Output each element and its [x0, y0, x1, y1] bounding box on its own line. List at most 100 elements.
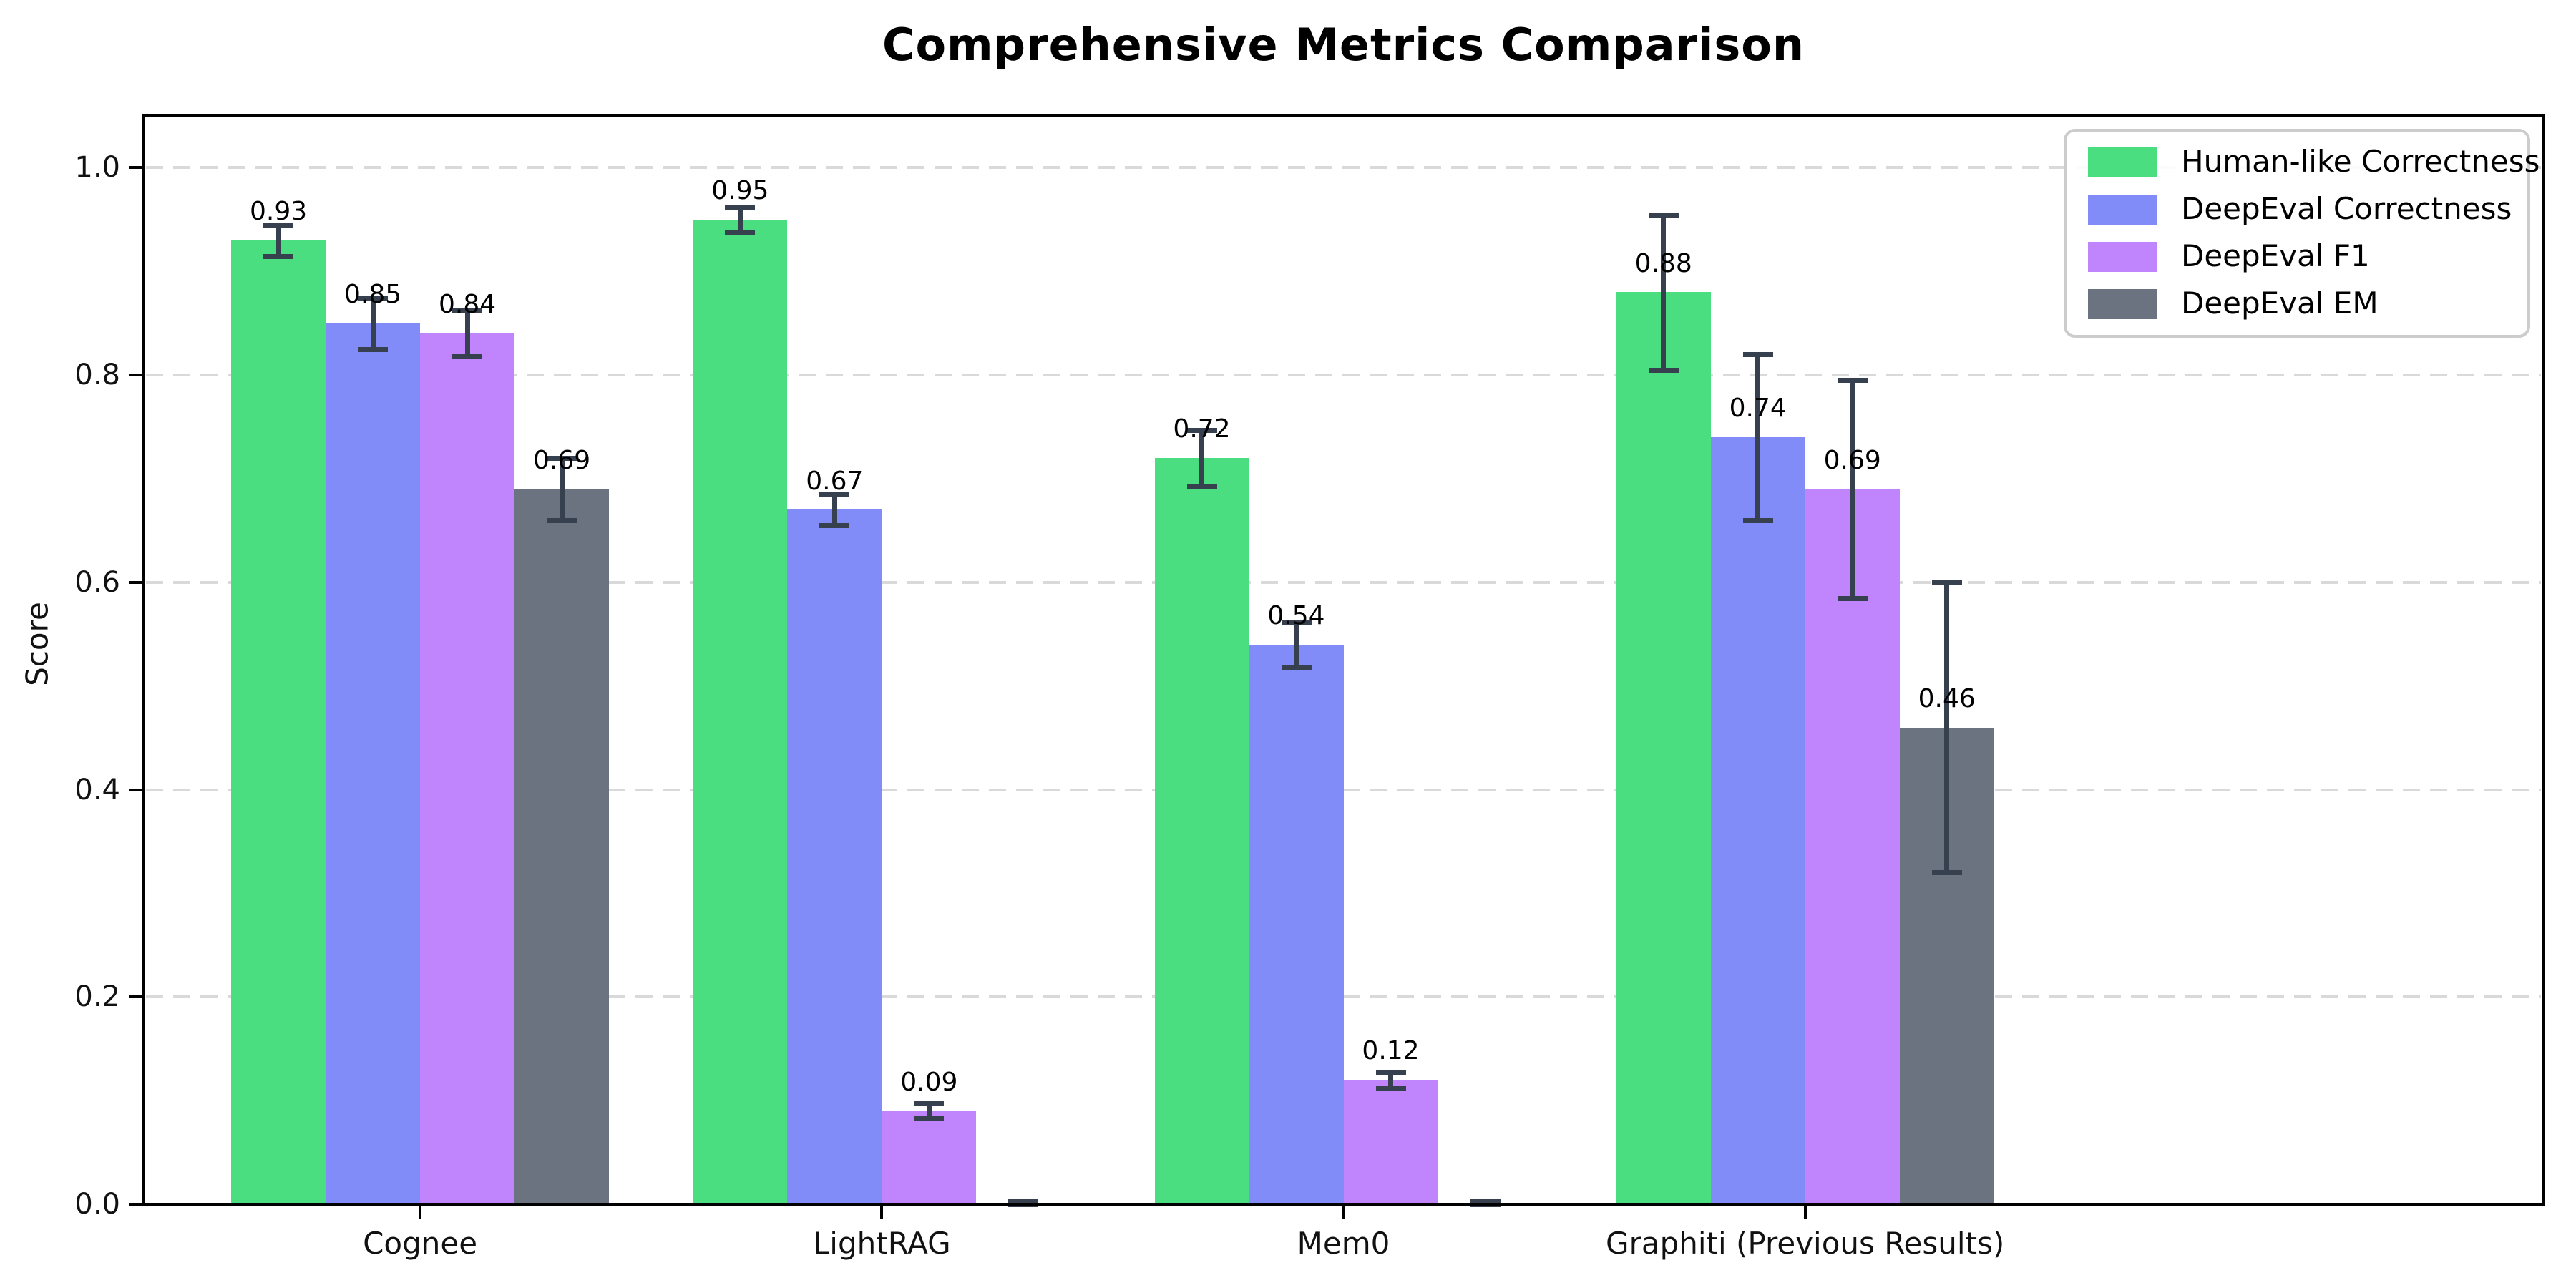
- error-bar-cap-top: [1742, 352, 1773, 358]
- x-tick-label: Cognee: [363, 1226, 478, 1261]
- bar: [1249, 644, 1344, 1204]
- error-bar-line: [1944, 582, 1950, 873]
- bar: [882, 1111, 977, 1204]
- legend-item: DeepEval Correctness: [2067, 187, 2527, 230]
- bar: [693, 219, 788, 1204]
- error-bar-line: [1661, 214, 1667, 370]
- error-bar-cap-top: [819, 492, 850, 497]
- error-bar-line: [275, 225, 281, 256]
- error-bar-cap-bottom: [819, 523, 850, 529]
- error-bar-cap-bottom: [1008, 1202, 1039, 1207]
- x-tick-mark: [419, 1206, 422, 1219]
- bar-value-label: 0.54: [1267, 601, 1325, 631]
- y-tick-label: 0.0: [74, 1188, 120, 1221]
- bar-value-label: 0.72: [1173, 414, 1231, 444]
- error-bar-cap-bottom: [1375, 1085, 1406, 1091]
- error-bar-cap-bottom: [1281, 665, 1312, 670]
- error-bar-cap-top: [1648, 212, 1679, 218]
- y-tick-mark: [129, 580, 143, 584]
- legend-label: DeepEval EM: [2181, 286, 2379, 321]
- error-bar-cap-bottom: [1648, 367, 1679, 373]
- y-tick-label: 0.8: [74, 358, 120, 392]
- bar-value-label: 0.09: [900, 1067, 958, 1097]
- legend-label: DeepEval Correctness: [2181, 191, 2512, 226]
- x-tick-mark: [1803, 1206, 1807, 1219]
- y-tick-mark: [129, 1203, 143, 1206]
- bar: [514, 489, 610, 1204]
- error-bar-line: [1199, 429, 1204, 487]
- bar: [420, 333, 515, 1204]
- gridline: [146, 374, 2541, 377]
- bar-value-label: 0.85: [344, 279, 402, 309]
- x-tick-mark: [1342, 1206, 1345, 1219]
- bar: [1710, 437, 1805, 1204]
- legend-swatch: [2088, 242, 2157, 272]
- bar-value-label: 0.46: [1918, 683, 1976, 713]
- error-bar-cap-bottom: [1931, 870, 1962, 876]
- x-tick-mark: [880, 1206, 884, 1219]
- bar-value-label: 0.12: [1362, 1036, 1420, 1066]
- chart-title: Comprehensive Metrics Comparison: [882, 19, 1805, 71]
- bar-value-label: 0.93: [250, 197, 308, 227]
- error-bar-cap-bottom: [452, 354, 483, 360]
- error-bar-cap-bottom: [263, 253, 294, 259]
- error-bar-line: [370, 297, 376, 349]
- bar: [1154, 458, 1249, 1204]
- error-bar-cap-top: [452, 308, 483, 314]
- legend-label: DeepEval F1: [2181, 238, 2370, 273]
- error-bar-cap-top: [547, 456, 577, 462]
- y-tick-mark: [129, 374, 143, 377]
- gridline: [146, 995, 2541, 999]
- error-bar-line: [1755, 354, 1761, 520]
- bar-value-label: 0.84: [439, 290, 497, 320]
- x-tick-label: Graphiti (Previous Results): [1606, 1226, 2005, 1261]
- error-bar-line: [559, 458, 565, 520]
- bar: [231, 240, 326, 1204]
- bar: [326, 323, 421, 1204]
- bar-value-label: 0.74: [1729, 394, 1787, 424]
- error-bar-cap-top: [358, 295, 389, 301]
- bar: [1616, 292, 1711, 1204]
- bar: [787, 509, 882, 1204]
- y-tick-mark: [129, 995, 143, 999]
- x-tick-label: Mem0: [1297, 1226, 1390, 1261]
- legend-swatch: [2088, 195, 2157, 225]
- bar-value-label: 0.88: [1634, 248, 1692, 278]
- error-bar-cap-top: [725, 205, 756, 210]
- legend-swatch: [2088, 147, 2157, 177]
- y-tick-mark: [129, 788, 143, 791]
- error-bar-line: [831, 494, 837, 526]
- error-bar-cap-bottom: [1470, 1202, 1501, 1207]
- error-bar-cap-bottom: [358, 346, 389, 352]
- error-bar-line: [1294, 621, 1299, 668]
- legend: Human-like Correctness DeepEval Correctne…: [2064, 129, 2540, 338]
- gridline: [146, 580, 2541, 584]
- error-bar-line: [737, 207, 743, 233]
- error-bar-line: [464, 311, 470, 357]
- bar: [1805, 489, 1900, 1204]
- error-bar-cap-bottom: [1837, 595, 1868, 601]
- legend-item: DeepEval EM: [2067, 282, 2527, 325]
- error-bar-cap-top: [1931, 580, 1962, 585]
- y-tick-mark: [129, 166, 143, 170]
- y-tick-label: 0.6: [74, 565, 120, 599]
- bar: [1343, 1080, 1438, 1204]
- legend-swatch: [2088, 289, 2157, 319]
- error-bar-cap-bottom: [725, 230, 756, 235]
- error-bar-line: [1388, 1071, 1393, 1088]
- error-bar-cap-top: [1470, 1199, 1501, 1204]
- bar-value-label: 0.69: [533, 445, 591, 475]
- bar-value-label: 0.95: [711, 176, 769, 206]
- y-axis-label: Score: [19, 602, 55, 686]
- error-bar-cap-top: [1375, 1069, 1406, 1075]
- error-bar-cap-bottom: [914, 1116, 945, 1121]
- bar-value-label: 0.69: [1823, 445, 1881, 475]
- error-bar-cap-top: [1837, 378, 1868, 384]
- gridline: [146, 166, 2541, 170]
- error-bar-cap-top: [1281, 619, 1312, 625]
- error-bar-cap-top: [263, 223, 294, 228]
- error-bar-cap-bottom: [1186, 484, 1217, 489]
- legend-label: Human-like Correctness: [2181, 144, 2540, 179]
- error-bar-cap-bottom: [547, 517, 577, 523]
